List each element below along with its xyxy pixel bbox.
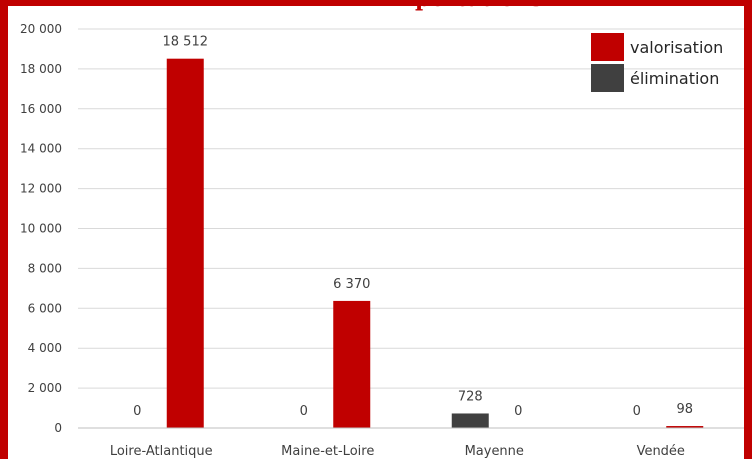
data-label-elimination-maine-et-loire: 0 (300, 404, 308, 419)
y-tick-label: 12 000 (20, 182, 62, 196)
x-category-label: Maine-et-Loire (281, 444, 374, 459)
y-tick-label: 8 000 (28, 261, 62, 275)
bar-elimination-mayenne (451, 413, 489, 428)
bar-valorisation-vendee (666, 426, 704, 428)
bar-valorisation-maine-et-loire (333, 300, 371, 428)
bars (166, 58, 704, 428)
y-tick-label: 16 000 (20, 102, 62, 116)
x-axis: Loire-Atlantique Maine-et-Loire Mayenne Ven… (78, 427, 744, 459)
frame-border-left (0, 0, 8, 459)
legend-label-valorisation: valorisation (630, 38, 723, 57)
legend-swatch-elimination (591, 64, 624, 92)
y-tick-label: 10 000 (20, 222, 62, 236)
x-category-label: Loire-Atlantique (110, 444, 213, 459)
y-tick-label: 6 000 (28, 301, 62, 315)
legend-label-elimination: élimination (630, 69, 719, 88)
y-axis: 0 2 000 4 000 6 000 8 000 10 000 12 000 14 000 1… (20, 22, 62, 435)
data-labels: 0 0 728 0 18 512 6 370 0 98 (133, 35, 693, 419)
y-tick-label: 18 000 (20, 62, 62, 76)
x-category-label: Mayenne (465, 444, 524, 459)
data-label-elimination-vendee: 0 (633, 404, 641, 419)
legend: valorisation élimination (591, 33, 723, 92)
y-tick-label: 14 000 (20, 142, 62, 156)
y-tick-label: 4 000 (28, 341, 62, 355)
data-label-valorisation-maine-et-loire: 6 370 (333, 277, 370, 292)
y-tick-label: 2 000 (28, 381, 62, 395)
data-label-valorisation-vendee: 98 (676, 402, 693, 417)
frame-border-top (0, 0, 752, 6)
data-label-elimination-loire-atlantique: 0 (133, 404, 141, 419)
chart-title: portations (415, 0, 543, 12)
data-label-valorisation-mayenne: 0 (514, 404, 522, 419)
y-tick-label: 0 (54, 421, 62, 435)
bar-valorisation-loire-atlantique (166, 58, 204, 428)
y-tick-label: 20 000 (20, 22, 62, 36)
data-label-valorisation-loire-atlantique: 18 512 (163, 35, 209, 50)
x-category-label: Vendée (637, 444, 685, 459)
legend-swatch-valorisation (591, 33, 624, 61)
data-label-elimination-mayenne: 728 (458, 389, 483, 404)
frame-border-right (744, 0, 752, 459)
